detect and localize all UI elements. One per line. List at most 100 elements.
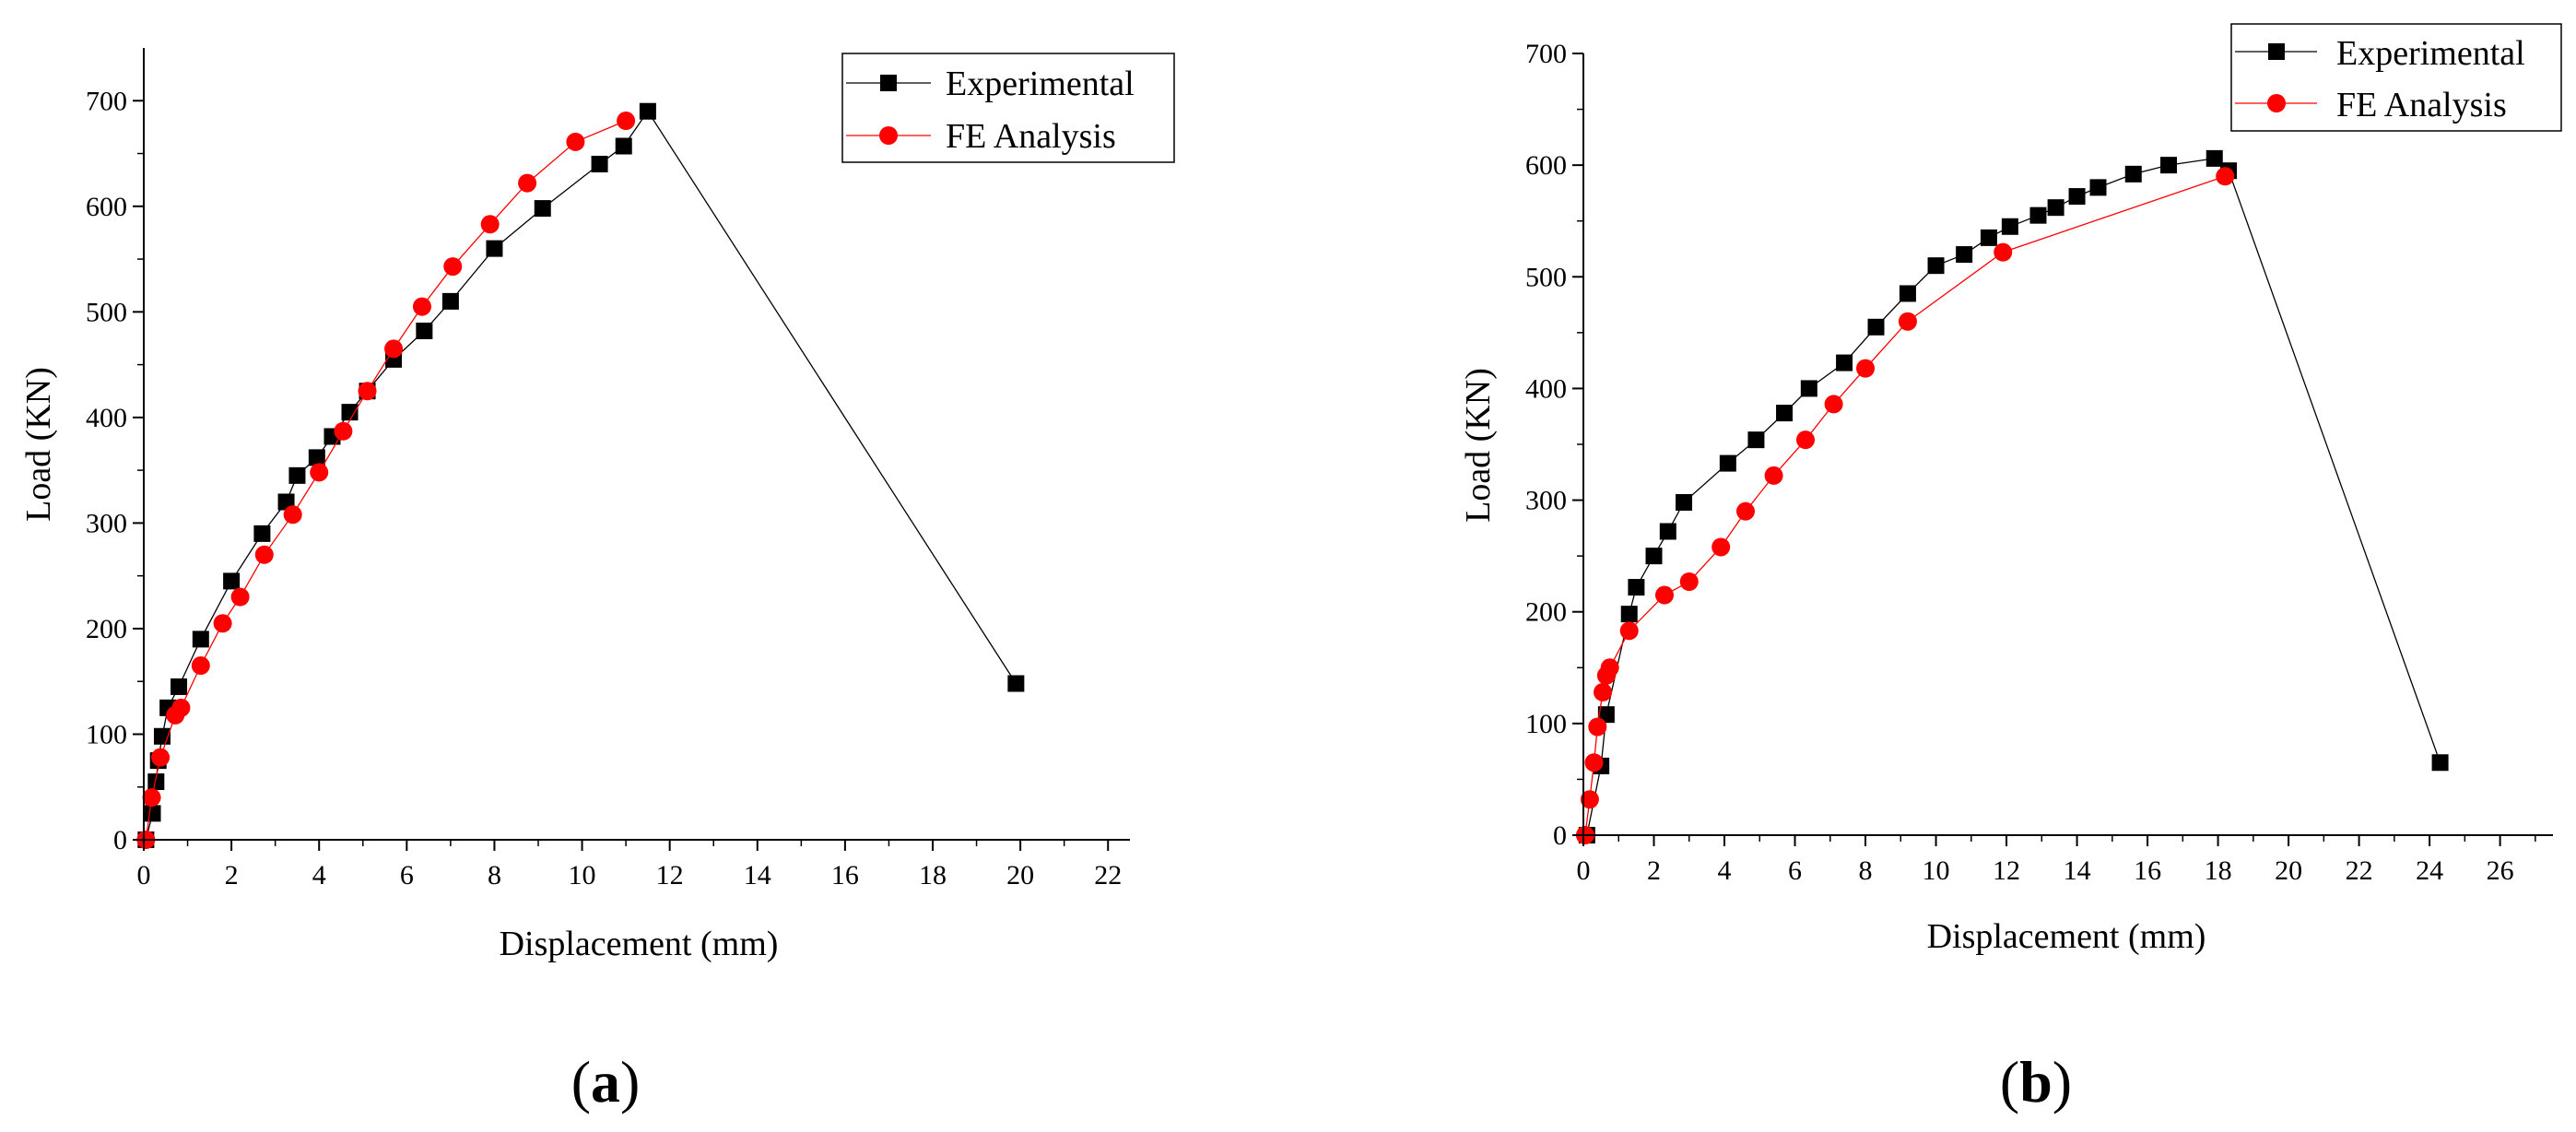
point-experimental-b	[1867, 318, 1885, 336]
axes-b: 0 2 4 6 8 10 12 14 16 18 20 22 24 2601002003004005006…	[1525, 39, 2553, 886]
y-tick-label-b: 300	[1525, 486, 1567, 516]
point-fe-a	[171, 698, 191, 717]
x-tick-label-b: 12	[1993, 855, 2020, 886]
chart-b: 0 2 4 6 8 10 12 14 16 18 20 22 24 2601002003004005006…	[1459, 23, 2562, 1114]
point-fe-a	[254, 545, 274, 564]
point-fe-b	[1796, 430, 1816, 450]
x-tick-label-b: 2	[1647, 855, 1661, 886]
x-tick-label-a: 4	[312, 860, 326, 890]
point-fe-b	[1856, 359, 1876, 378]
x-tick-label-a: 10	[569, 860, 596, 890]
legend-marker-experimental-b	[2268, 43, 2285, 60]
point-experimental-a	[486, 240, 503, 257]
point-experimental-b	[1747, 431, 1765, 449]
point-experimental-a	[223, 572, 241, 590]
point-experimental-b	[1899, 285, 1916, 302]
x-tick-label-b: 18	[2205, 855, 2232, 886]
point-fe-b	[1824, 395, 1843, 414]
point-experimental-a	[341, 404, 359, 421]
legend-marker-fe-b	[2267, 94, 2286, 112]
point-fe-b	[1898, 312, 1917, 331]
point-fe-a	[230, 587, 250, 607]
x-tick-label-a: 8	[488, 860, 501, 890]
x-tick-label-b: 14	[2064, 855, 2091, 886]
y-tick-label-b: 700	[1525, 39, 1567, 69]
point-experimental-a	[253, 525, 271, 542]
point-fe-b	[1594, 682, 1613, 702]
point-fe-b	[1600, 658, 1619, 678]
series-layer-a	[136, 102, 1025, 849]
y-tick-label-b: 600	[1525, 150, 1567, 181]
legend-label-experimental-b: Experimental	[2336, 34, 2525, 73]
point-fe-b	[1764, 466, 1783, 485]
point-experimental-b	[1980, 229, 1997, 246]
point-experimental-a	[144, 805, 161, 822]
x-tick-label-a: 18	[919, 860, 947, 890]
x-tick-label-b: 10	[1923, 855, 1950, 886]
y-tick-label-a: 700	[86, 86, 127, 116]
x-axis-title-b: Displacement (mm)	[1927, 917, 2206, 956]
legend-a: Experimental FE Analysis	[841, 53, 1175, 163]
point-experimental-b	[2029, 206, 2047, 224]
x-tick-label-b: 26	[2487, 855, 2514, 886]
point-experimental-b	[1836, 354, 1853, 371]
point-fe-a	[443, 257, 463, 277]
point-fe-b	[1580, 790, 1599, 809]
point-fe-a	[191, 656, 210, 676]
point-experimental-b	[2068, 188, 2086, 206]
point-experimental-b	[2205, 149, 2223, 167]
point-fe-a	[283, 505, 302, 525]
point-fe-b	[1584, 753, 1604, 772]
x-axis-title-a: Displacement (mm)	[500, 925, 779, 963]
y-tick-label-a: 600	[86, 192, 127, 222]
point-experimental-a	[288, 466, 306, 484]
x-tick-label-a: 16	[831, 860, 859, 890]
point-experimental-b	[2431, 754, 2449, 772]
panel-label-b: (b)	[2000, 1049, 2072, 1114]
legend-marker-fe-a	[879, 126, 898, 145]
point-experimental-a	[171, 678, 188, 695]
x-tick-label-b: 8	[1859, 855, 1873, 886]
y-tick-label-a: 100	[86, 719, 127, 749]
point-fe-b	[1735, 501, 1755, 521]
point-experimental-b	[1659, 523, 1676, 540]
point-experimental-b	[1776, 405, 1794, 422]
x-tick-label-a: 12	[656, 860, 684, 890]
point-fe-a	[142, 788, 161, 808]
point-fe-a	[566, 132, 585, 151]
x-tick-label-b: 24	[2416, 855, 2443, 886]
point-fe-a	[412, 297, 431, 316]
point-fe-a	[151, 748, 171, 767]
x-tick-label-b: 4	[1718, 855, 1732, 886]
y-tick-label-a: 500	[86, 297, 127, 327]
legend-label-experimental-a: Experimental	[946, 65, 1135, 103]
x-tick-label-b: 22	[2346, 855, 2373, 886]
point-experimental-b	[1927, 257, 1945, 275]
point-fe-b	[1679, 572, 1699, 592]
legend-b: Experimental FE Analysis	[2230, 23, 2562, 132]
x-tick-label-a: 0	[137, 860, 151, 890]
point-fe-b	[2216, 167, 2235, 186]
y-tick-label-b: 400	[1525, 373, 1567, 404]
legend-label-fe-a: FE Analysis	[946, 117, 1116, 156]
point-experimental-b	[2001, 218, 2018, 235]
point-fe-a	[358, 382, 377, 401]
y-tick-label-b: 200	[1525, 597, 1567, 628]
point-experimental-a	[192, 631, 209, 648]
point-fe-a	[334, 421, 353, 441]
legend-label-fe-b: FE Analysis	[2336, 86, 2507, 124]
chart-a: 0 2 4 6 8 10 12 14 16 18 20 22 0 100 200 300 400 500 600 70…	[19, 48, 1175, 1114]
point-experimental-a	[308, 449, 325, 466]
point-fe-b	[1994, 242, 2013, 262]
point-experimental-a	[416, 322, 433, 339]
y-tick-label-a: 300	[86, 508, 127, 538]
point-experimental-a	[441, 292, 459, 310]
point-experimental-b	[1676, 493, 1693, 511]
point-fe-a	[518, 173, 537, 193]
y-tick-label-b: 100	[1525, 709, 1567, 739]
point-experimental-b	[1628, 579, 1645, 596]
point-fe-a	[384, 339, 404, 359]
x-tick-label-b: 6	[1788, 855, 1802, 886]
y-tick-label-a: 0	[113, 825, 127, 855]
